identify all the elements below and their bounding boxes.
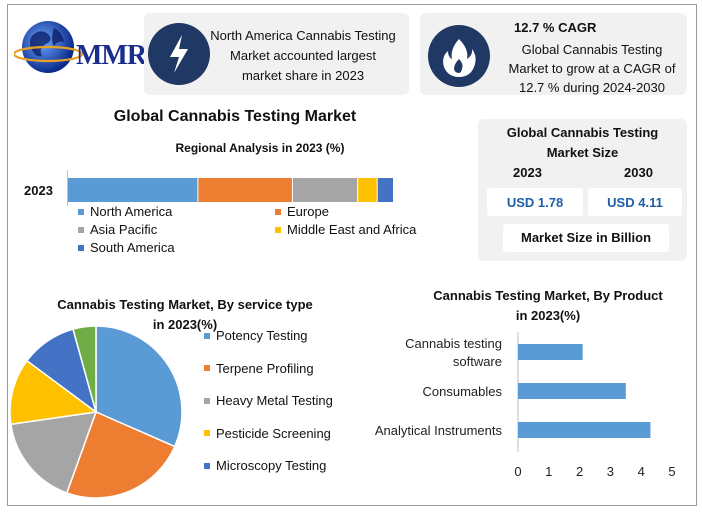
legend-swatch <box>204 430 210 436</box>
legend-swatch <box>204 365 210 371</box>
legend-label: Terpene Profiling <box>216 360 314 376</box>
regional-bar-segment-asia-pacific <box>292 178 358 202</box>
product-bar-chart: Cannabis testing software Consumables Analy… <box>375 332 676 479</box>
market-size-note: Market Size in Billion <box>520 230 652 245</box>
legend-swatch <box>204 462 210 469</box>
regional-chart-title: Regional Analysis in 2023 (%) <box>175 141 345 155</box>
product-category-label: software <box>453 354 502 369</box>
pie-slice-potency-testing <box>95 325 183 448</box>
regional-bar-segment-europe <box>198 178 292 202</box>
product-category-label: Analytical Instruments <box>375 423 503 438</box>
market-size-value-2030: USD 4.11 <box>607 195 663 210</box>
product-chart-title: Cannabis Testing Market, By Product in 2… <box>433 288 663 323</box>
market-size-2023-box <box>487 188 583 216</box>
infographic-frame <box>7 4 697 506</box>
market-size-year-2030: 2030 <box>624 165 653 180</box>
legend-label: Europe <box>287 204 329 219</box>
regional-bar-segment-south-america <box>377 178 393 202</box>
pie-legend-item-potency-testing: Potency Testing <box>204 328 308 343</box>
legend-swatch <box>204 397 210 404</box>
product-category-label: Consumables <box>423 384 503 399</box>
product-x-tick-label: 0 <box>514 464 521 479</box>
regional-bar-segment-north-america <box>68 178 198 202</box>
product-x-tick-label: 2 <box>576 464 583 479</box>
product-bar-cannabis-testing-software <box>518 344 583 360</box>
product-x-tick-label: 5 <box>668 464 675 479</box>
pie-slice-heavy-metal-testing <box>10 411 98 494</box>
product-x-tick-label: 3 <box>607 464 614 479</box>
product-x-tick-label: 4 <box>638 464 645 479</box>
mmr-logo: MMR <box>12 14 147 78</box>
legend-label: Microscopy Testing <box>216 458 327 473</box>
product-category-label: Cannabis testing <box>405 336 502 351</box>
legend-label: Potency Testing <box>216 328 308 343</box>
market-size-note-box <box>503 224 669 252</box>
flame-icon <box>443 39 476 77</box>
legend-label: North America <box>90 204 173 219</box>
regional-legend-item-north-america: North America <box>78 204 172 219</box>
service-pie-title: Cannabis Testing Market, By service type… <box>57 297 313 332</box>
main-title: Global Cannabis Testing Market <box>113 108 357 125</box>
globe-logo-icon <box>12 21 84 73</box>
pie-legend-item-terpene-profiling: Terpene Profiling <box>204 361 314 376</box>
regional-stacked-bar <box>68 178 393 202</box>
pie-legend-item-heavy-metal-testing: Heavy Metal Testing <box>204 393 333 408</box>
legend-label: Asia Pacific <box>90 222 158 237</box>
lightning-icon <box>170 35 188 73</box>
cagr-headline: 12.7 % CAGR <box>514 20 597 35</box>
regional-bar-segment-middle-east-and-africa <box>358 178 377 202</box>
flame-icon-circle <box>428 25 490 87</box>
cagr-card-text: Global Cannabis Testing Market to grow a… <box>508 42 676 95</box>
market-size-value-2023: USD 1.78 <box>506 195 564 210</box>
legend-label: South America <box>90 240 175 255</box>
north-america-card-text: North America Cannabis Testing Market ac… <box>210 28 396 83</box>
pie-slice-pesticide-screening <box>9 359 98 426</box>
regional-legend-item-asia-pacific: Asia Pacific <box>78 222 157 237</box>
regional-legend-item-south-america: South America <box>78 240 175 255</box>
legend-swatch <box>275 226 281 233</box>
legend-label: Middle East and Africa <box>287 222 417 237</box>
legend-swatch <box>275 208 281 215</box>
product-bar-consumables <box>518 383 626 399</box>
regional-legend-item-middle-east-and-africa: Middle East and Africa <box>275 222 416 237</box>
lightning-icon-circle <box>148 23 210 85</box>
product-bar-analytical-instruments <box>518 422 651 438</box>
legend-swatch <box>78 244 84 251</box>
market-size-title: Global Cannabis Testing Market Size <box>506 125 659 160</box>
pie-legend-item-pesticide-screening: Pesticide Screening <box>204 426 331 441</box>
legend-label: Pesticide Screening <box>216 425 331 441</box>
regional-axis-line <box>67 170 68 206</box>
pie-slice-extra <box>72 325 97 413</box>
product-x-tick-label: 1 <box>545 464 552 479</box>
regional-category-label: 2023 <box>24 183 53 198</box>
legend-label: Heavy Metal Testing <box>216 393 333 408</box>
legend-swatch <box>204 332 210 339</box>
market-size-2030-box <box>588 188 682 216</box>
pie-slice-terpene-profiling <box>65 410 176 499</box>
service-pie-chart <box>9 325 183 499</box>
regional-legend-item-europe: Europe <box>275 204 329 219</box>
legend-swatch <box>78 226 84 233</box>
legend-swatch <box>78 208 84 215</box>
market-size-year-2023: 2023 <box>513 165 542 180</box>
pie-legend-item-microscopy-testing: Microscopy Testing <box>204 458 326 473</box>
logo-text: MMR <box>76 40 147 71</box>
